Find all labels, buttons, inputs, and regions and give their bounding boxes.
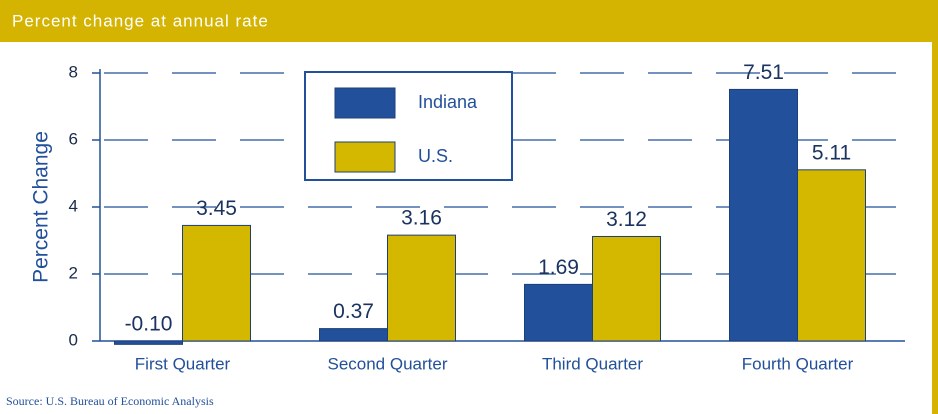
value-label: -0.10 [125, 313, 173, 336]
value-label: 1.69 [538, 256, 579, 279]
value-label: 5.11 [812, 141, 851, 164]
bar [592, 235, 661, 342]
value-label: 7.51 [743, 61, 784, 84]
value-label: 3.16 [401, 207, 442, 230]
bar [524, 283, 593, 342]
bar [319, 328, 388, 342]
legend-swatch [334, 87, 396, 119]
y-tick-label: 0 [69, 330, 78, 349]
bar [182, 224, 251, 342]
x-tick-label: Fourth Quarter [742, 354, 854, 373]
value-label: 3.45 [196, 197, 237, 220]
legend-label: U.S. [418, 146, 453, 166]
x-tick-label: Third Quarter [542, 354, 643, 373]
x-tick-label: First Quarter [135, 354, 231, 373]
y-tick-label: 2 [69, 263, 78, 282]
bar [387, 234, 456, 342]
value-label: 0.37 [333, 300, 374, 323]
bar [729, 88, 798, 342]
y-axis-label: Percent Change [30, 131, 53, 283]
legend-swatch [334, 141, 396, 173]
bar [114, 340, 183, 345]
y-tick-label: 6 [69, 129, 78, 148]
y-tick-label: 4 [69, 196, 78, 215]
chart-title: Percent change at annual rate [12, 11, 269, 30]
legend-label: Indiana [418, 92, 478, 112]
source-note: Source: U.S. Bureau of Economic Analysis [6, 394, 214, 408]
x-tick-label: Second Quarter [327, 354, 447, 373]
header-bar [0, 0, 938, 42]
right-border [932, 42, 938, 414]
bar [797, 169, 866, 342]
y-tick-label: 8 [69, 62, 78, 81]
value-label: 3.12 [606, 208, 647, 231]
